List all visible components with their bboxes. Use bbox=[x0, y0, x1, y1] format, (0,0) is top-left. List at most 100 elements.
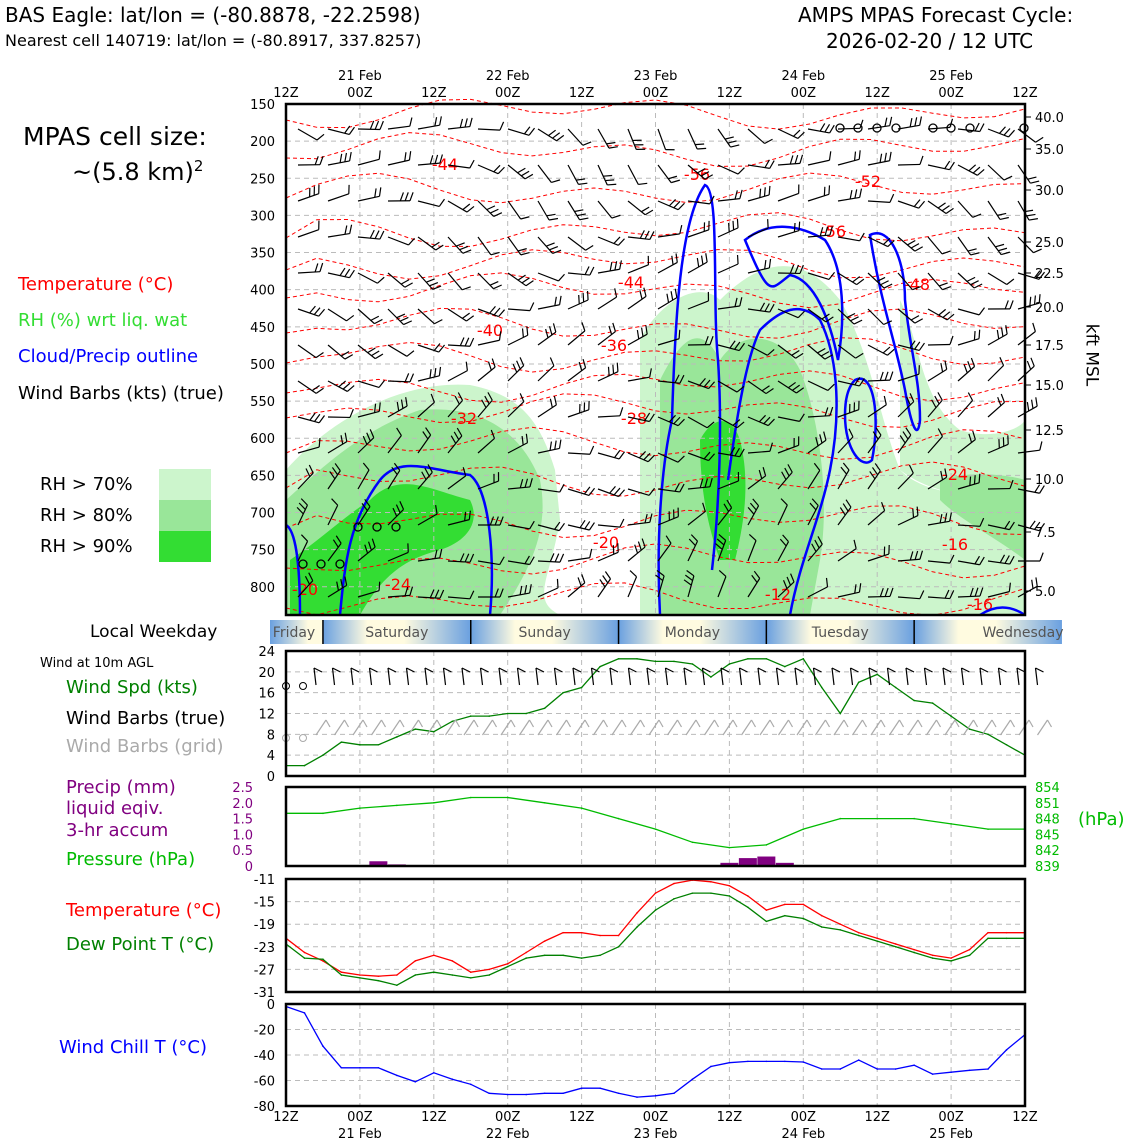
temperature-line-point bbox=[562, 931, 564, 934]
dewpoint-line-point bbox=[451, 974, 454, 976]
wind-barb-flag bbox=[799, 264, 804, 274]
wind-barb bbox=[717, 447, 745, 458]
wind-barb-flag bbox=[523, 126, 531, 135]
wind-barb-flag bbox=[305, 468, 311, 477]
surface-wind-barb-staff bbox=[424, 667, 428, 686]
legend-cloud: Cloud/Precip outline bbox=[18, 346, 199, 367]
wind-barb bbox=[447, 337, 475, 347]
grid-wind-barb-staff bbox=[408, 719, 419, 736]
wind-barb bbox=[867, 463, 881, 490]
wind-barb-staff bbox=[537, 524, 560, 532]
wind-barb-flag bbox=[883, 283, 893, 289]
surface-wind-barb bbox=[757, 667, 767, 686]
wind-barb-flag bbox=[611, 214, 621, 219]
wind-barb bbox=[837, 188, 863, 202]
surface-wind-barb bbox=[794, 667, 804, 686]
wind-barb bbox=[897, 340, 925, 352]
wind-barb-label: Wind Barbs (true) bbox=[66, 708, 226, 729]
wind-barb-staff bbox=[447, 344, 470, 347]
wind-barb-flag bbox=[641, 206, 650, 213]
wind-barb-staff bbox=[657, 233, 680, 238]
wind-barb-staff bbox=[597, 164, 608, 186]
wind-barb-staff bbox=[657, 516, 679, 526]
wind-barb-flag bbox=[589, 548, 593, 558]
wind-barb-flag bbox=[486, 205, 496, 211]
wind-barb bbox=[957, 392, 974, 418]
wind-barb bbox=[447, 361, 468, 382]
wind-barb bbox=[477, 305, 506, 318]
dewpoint-line-point bbox=[636, 926, 638, 928]
wind-barb-flag bbox=[793, 129, 801, 137]
surface-wind-barb-flag bbox=[924, 667, 933, 673]
windchill-line-point bbox=[820, 1068, 823, 1070]
pressure-line-point bbox=[913, 817, 915, 820]
wind-barb-staff bbox=[717, 540, 727, 562]
wind-barb-staff bbox=[867, 160, 890, 166]
wind-barb-flag bbox=[469, 553, 475, 563]
wind-barb bbox=[327, 184, 350, 202]
windchill-line-point bbox=[728, 1061, 731, 1064]
weekday-label: Saturday bbox=[365, 625, 428, 641]
wind-barb-flag bbox=[519, 585, 523, 595]
windchill-line-point bbox=[765, 1060, 768, 1063]
wind-barb-flag bbox=[979, 556, 985, 566]
wind-barb bbox=[747, 570, 761, 598]
wind-barb-flag bbox=[944, 160, 951, 169]
wind-barb-flag bbox=[853, 539, 857, 549]
wind-barb bbox=[747, 414, 775, 427]
wind-barb-flag bbox=[919, 590, 925, 599]
grid-wind-barb bbox=[722, 719, 738, 736]
wind-barb bbox=[927, 118, 954, 130]
wind-barb-flag bbox=[638, 450, 647, 459]
wind-barb-flag bbox=[519, 479, 524, 489]
wind-barb-flag bbox=[329, 471, 336, 480]
wind-barb-flag bbox=[468, 510, 471, 520]
wind-barb-staff bbox=[507, 272, 527, 287]
surface-wind-barb-flag bbox=[942, 667, 952, 673]
pressure-ytick-label: 854 bbox=[1035, 781, 1060, 796]
wind-barb-flag bbox=[439, 116, 442, 126]
dewpoint-line-point bbox=[710, 892, 712, 894]
wind-barb bbox=[987, 356, 1005, 382]
grid-wind-barb-flag bbox=[750, 719, 757, 728]
windchill-line-point bbox=[950, 1071, 952, 1074]
wind-barb-staff bbox=[987, 524, 1010, 531]
wind-barb bbox=[537, 164, 561, 184]
wind-barb-flag bbox=[999, 126, 1006, 134]
wind-barb bbox=[327, 380, 355, 392]
wind-barb bbox=[837, 119, 864, 130]
wind-barb-flag bbox=[709, 335, 714, 345]
wind-barb-flag bbox=[704, 174, 714, 180]
wind-barb-flag bbox=[367, 347, 376, 354]
windchill-line-point bbox=[1005, 1049, 1008, 1051]
wind-barb-flag bbox=[671, 255, 674, 265]
wind-barb-staff bbox=[447, 435, 463, 454]
wind-barb-flag bbox=[602, 575, 609, 584]
wind-barb bbox=[387, 117, 413, 130]
wind-barb-flag bbox=[459, 553, 465, 562]
wind-barb bbox=[927, 360, 948, 382]
wind-barb-flag bbox=[599, 579, 606, 588]
wind-barb bbox=[417, 393, 435, 418]
wind-barb-flag bbox=[674, 483, 680, 492]
windchill-line-point bbox=[894, 1068, 897, 1070]
wind-barb bbox=[507, 357, 525, 382]
pressure-tick-label: 700 bbox=[250, 507, 275, 522]
wind-barb-staff bbox=[897, 472, 914, 490]
wind-barb-staff bbox=[327, 160, 350, 166]
surface-wind-barb-flag bbox=[535, 667, 545, 673]
wind-barb-flag bbox=[434, 367, 437, 378]
wind-barb bbox=[507, 393, 525, 418]
wind-barb-staff bbox=[507, 486, 530, 490]
windchill-line-point bbox=[710, 1065, 712, 1068]
windchill-line-point bbox=[839, 1068, 842, 1070]
wind-barb-flag bbox=[438, 344, 446, 353]
grid-wind-barb-flag bbox=[1009, 719, 1016, 728]
wind-barb bbox=[747, 442, 774, 454]
wind-barb-flag bbox=[814, 539, 820, 549]
pressure-line-point bbox=[691, 841, 694, 844]
grid-wind-barb-flag bbox=[436, 719, 442, 728]
surface-wind-barb-flag bbox=[313, 667, 323, 673]
wind-barb-flag bbox=[761, 385, 770, 392]
wind-barb-flag bbox=[734, 190, 738, 200]
